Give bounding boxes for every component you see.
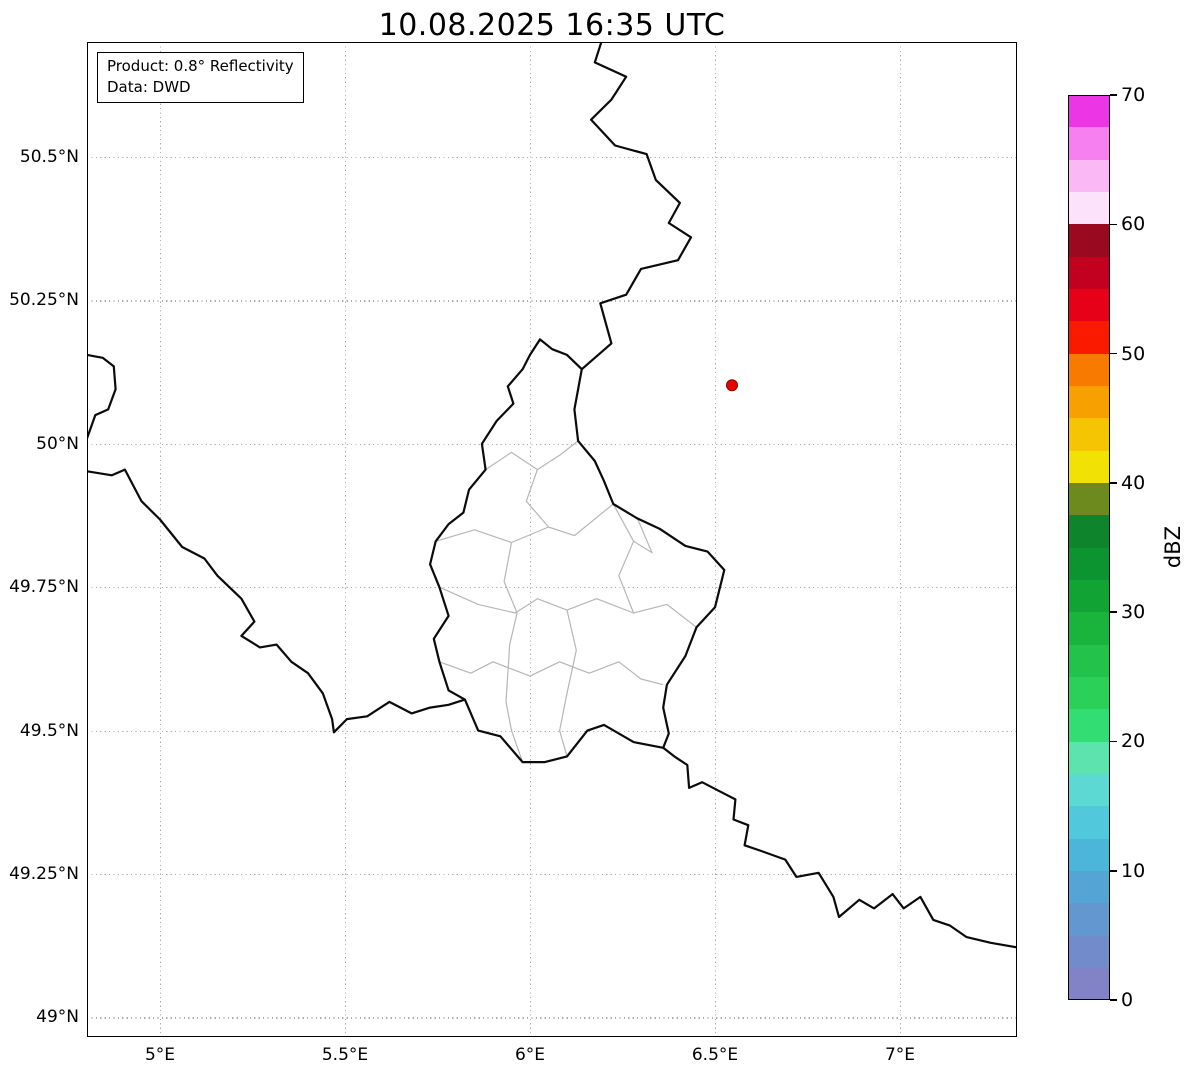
y-tick-label: 49°N bbox=[36, 1007, 79, 1028]
district-border bbox=[503, 542, 524, 763]
colorbar-segment bbox=[1068, 321, 1110, 354]
x-tick-label: 7°E bbox=[884, 1045, 916, 1065]
colorbar-segment bbox=[1068, 256, 1110, 289]
gridline-vertical bbox=[530, 42, 532, 1037]
district-border bbox=[485, 440, 579, 471]
gridline-horizontal bbox=[87, 587, 1017, 589]
colorbar-tick-label: 70 bbox=[1121, 84, 1146, 106]
colorbar-tick-mark bbox=[1110, 223, 1117, 225]
colorbar-tick-mark bbox=[1110, 94, 1117, 96]
colorbar-segment bbox=[1068, 353, 1110, 386]
colorbar-tick-mark bbox=[1110, 999, 1117, 1001]
gridline-vertical bbox=[160, 42, 162, 1037]
colorbar-segment bbox=[1068, 547, 1110, 580]
gridline-horizontal bbox=[87, 443, 1017, 445]
colorbar-tick-label: 30 bbox=[1121, 601, 1146, 624]
colorbar-segment bbox=[1068, 967, 1110, 1001]
colorbar-segment bbox=[1068, 709, 1110, 742]
colorbar-segment bbox=[1068, 935, 1110, 968]
colorbar-segment bbox=[1068, 127, 1110, 160]
x-tick-label: 5.5°E bbox=[321, 1045, 369, 1065]
data-source-line: Data: DWD bbox=[107, 77, 191, 96]
country-border-luxembourg bbox=[429, 338, 726, 764]
x-tick-label: 6°E bbox=[514, 1045, 546, 1065]
y-tick-label: 50.25°N bbox=[9, 290, 79, 311]
country-border-france-belgium bbox=[87, 468, 466, 734]
x-tick-label: 6.5°E bbox=[691, 1045, 739, 1065]
product-info-box: Product: 0.8° Reflectivity Data: DWD bbox=[97, 52, 304, 104]
gridline-vertical bbox=[345, 42, 347, 1037]
colorbar-segment bbox=[1068, 288, 1110, 322]
colorbar-segment bbox=[1068, 806, 1110, 839]
colorbar-segment bbox=[1068, 159, 1110, 192]
gridline-vertical bbox=[900, 42, 902, 1037]
y-tick-label: 49.25°N bbox=[9, 864, 79, 884]
y-tick-label: 50°N bbox=[36, 433, 79, 454]
colorbar-tick-mark bbox=[1110, 740, 1117, 743]
radar-location-marker bbox=[726, 379, 738, 392]
colorbar-segment bbox=[1068, 418, 1110, 451]
colorbar-segment bbox=[1068, 385, 1110, 419]
colorbar-tick-label: 20 bbox=[1121, 730, 1146, 753]
map-axes: Product: 0.8° Reflectivity Data: DWD bbox=[87, 42, 1017, 1037]
colorbar-segment bbox=[1068, 741, 1110, 774]
colorbar-tick-mark bbox=[1110, 611, 1117, 613]
district-border bbox=[612, 503, 635, 614]
colorbar-segment bbox=[1068, 95, 1110, 128]
district-border bbox=[439, 661, 664, 686]
gridline-horizontal bbox=[87, 1017, 1017, 1019]
product-line: Product: 0.8° Reflectivity bbox=[107, 57, 294, 75]
colorbar-segment bbox=[1068, 903, 1110, 936]
colorbar-segment bbox=[1068, 870, 1110, 904]
colorbar-axis-label: dBZ bbox=[1161, 525, 1185, 569]
gridline-horizontal bbox=[87, 874, 1017, 876]
gridline-horizontal bbox=[87, 730, 1017, 732]
colorbar-segment bbox=[1068, 450, 1110, 483]
colorbar-segment bbox=[1068, 644, 1110, 677]
district-border bbox=[435, 503, 614, 544]
colorbar-tick-label: 0 bbox=[1121, 989, 1134, 1011]
district-border bbox=[525, 469, 549, 528]
figure-title: 10.08.2025 16:35 UTC bbox=[378, 8, 726, 43]
map-borders-svg bbox=[87, 42, 1017, 949]
colorbar-tick-mark bbox=[1110, 352, 1117, 355]
colorbar-segment bbox=[1068, 224, 1110, 257]
colorbar-segment bbox=[1068, 773, 1110, 807]
colorbar-tick-mark bbox=[1110, 870, 1117, 872]
gridline-horizontal bbox=[87, 300, 1017, 302]
colorbar-segment bbox=[1068, 515, 1110, 548]
colorbar-tick-label: 50 bbox=[1121, 342, 1146, 365]
colorbar-segment bbox=[1068, 838, 1110, 871]
y-tick-label: 49.75°N bbox=[9, 577, 79, 598]
country-border-france-belgium-givet bbox=[87, 353, 117, 440]
gridline-vertical bbox=[715, 42, 717, 1037]
gridline-horizontal bbox=[87, 157, 1017, 159]
colorbar-tick-label: 40 bbox=[1121, 471, 1146, 494]
y-tick-label: 50.5°N bbox=[19, 147, 79, 167]
y-tick-label: 49.5°N bbox=[19, 720, 79, 741]
colorbar-tick-label: 10 bbox=[1121, 859, 1146, 882]
colorbar-segment bbox=[1068, 676, 1110, 710]
district-border bbox=[633, 518, 653, 554]
colorbar bbox=[1068, 95, 1110, 1001]
country-border-france-germany bbox=[662, 746, 1017, 949]
colorbar-segment bbox=[1068, 579, 1110, 613]
colorbar-tick-label: 60 bbox=[1121, 213, 1146, 236]
colorbar-segment bbox=[1068, 482, 1110, 516]
district-border bbox=[559, 609, 577, 757]
district-border bbox=[439, 586, 697, 628]
colorbar-segment bbox=[1068, 612, 1110, 645]
x-tick-label: 5°E bbox=[144, 1045, 176, 1065]
country-border-belgium-germany bbox=[580, 42, 693, 371]
colorbar-tick-mark bbox=[1110, 482, 1117, 484]
colorbar-segment bbox=[1068, 191, 1110, 225]
